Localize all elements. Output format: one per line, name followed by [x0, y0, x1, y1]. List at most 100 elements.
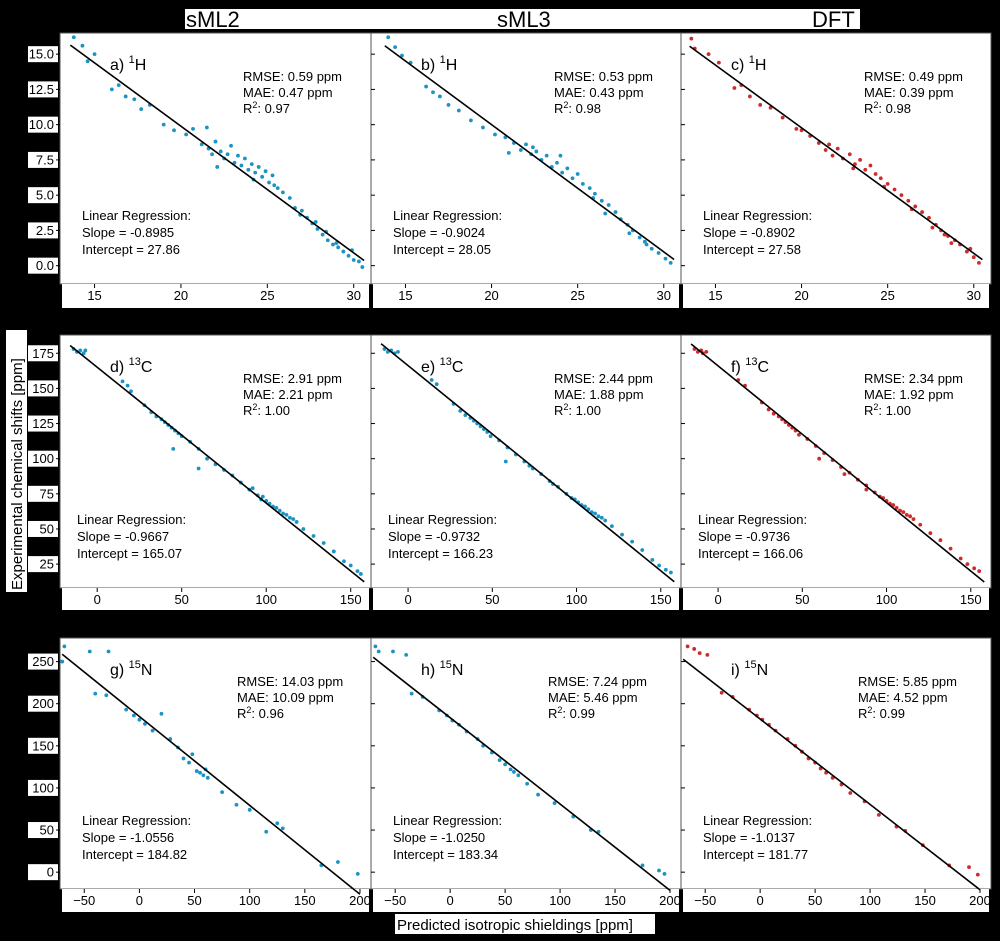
- data-point: [373, 644, 378, 649]
- data-point: [313, 220, 318, 224]
- r2-exponent: 2: [252, 402, 257, 412]
- data-point: [899, 193, 904, 198]
- x-tick-band: [62, 284, 369, 308]
- data-point: [603, 211, 608, 216]
- data-point: [570, 176, 575, 181]
- panel-element: C: [452, 359, 464, 376]
- data-point: [913, 204, 918, 209]
- data-point: [274, 505, 279, 510]
- data-point: [263, 169, 268, 174]
- r2-value: : 0.96: [251, 706, 284, 721]
- y-tick-bg: [28, 556, 58, 573]
- x-tick-label: −50: [694, 893, 716, 908]
- data-point: [199, 142, 204, 147]
- x-tick-label: 200: [659, 893, 681, 908]
- data-point: [284, 513, 289, 517]
- data-point: [977, 569, 982, 574]
- panel-letter: h): [421, 662, 440, 679]
- data-point: [817, 456, 822, 461]
- data-point: [409, 691, 414, 696]
- y-tick-label: 150: [32, 738, 54, 753]
- data-point: [236, 153, 240, 158]
- data-point: [530, 145, 535, 150]
- panel-7: −50 0 50 100 150 200 0 50 100 150 200 250 g) 15N RMSE…: [28, 637, 372, 912]
- y-tick-label: 250: [32, 654, 54, 669]
- panel-letter: i): [731, 662, 744, 679]
- data-point: [334, 241, 339, 246]
- data-point: [878, 176, 883, 181]
- data-point: [847, 152, 852, 157]
- regression-line: [380, 343, 675, 583]
- r2-symbol: R: [858, 706, 867, 721]
- x-tick-label: 20: [794, 288, 808, 303]
- data-point: [139, 107, 144, 112]
- panel-label: i) 15N: [731, 659, 768, 679]
- data-point: [565, 166, 570, 171]
- r2-text: R2: 0.98: [554, 100, 601, 116]
- y-tick-bg: [28, 415, 58, 432]
- data-point: [194, 769, 199, 773]
- y-tick-bg: [28, 450, 58, 467]
- x-tick-band: [683, 889, 989, 912]
- panel-label: e) 13C: [421, 356, 463, 376]
- y-tick-label: 2.5: [36, 223, 54, 238]
- data-point: [315, 227, 320, 231]
- data-point: [503, 762, 508, 767]
- data-point: [357, 259, 361, 264]
- regression-title: Linear Regression:: [77, 512, 186, 527]
- data-point: [975, 872, 980, 877]
- r2-text: R2: 0.98: [864, 100, 911, 116]
- data-point: [497, 758, 502, 763]
- x-tick-band: [683, 588, 989, 610]
- data-point: [599, 515, 604, 520]
- data-point: [215, 165, 220, 169]
- x-tick-label: 50: [187, 893, 201, 908]
- data-point: [964, 249, 969, 254]
- panel-element: N: [757, 662, 769, 679]
- mae-text: MAE: 0.39 ppm: [864, 85, 954, 100]
- data-point: [656, 251, 661, 255]
- x-tick-label: −50: [73, 893, 95, 908]
- panel-element: C: [141, 359, 153, 376]
- x-tick-label: 0: [757, 893, 764, 908]
- x-tick-label: 100: [255, 592, 277, 607]
- data-point: [534, 149, 539, 154]
- data-point: [280, 826, 285, 831]
- x-tick-label: 50: [485, 592, 499, 607]
- mae-text: MAE: 0.47 ppm: [243, 85, 333, 100]
- data-point: [301, 527, 306, 531]
- data-point: [928, 531, 933, 536]
- data-point: [201, 773, 206, 778]
- y-tick-label: 12.5: [29, 82, 54, 97]
- data-point: [977, 260, 981, 265]
- data-point: [704, 349, 709, 354]
- data-point: [424, 84, 429, 89]
- mae-text: MAE: 10.09 ppm: [237, 690, 334, 705]
- intercept-text: Intercept = 181.77: [703, 847, 808, 862]
- x-tick-label: 100: [239, 893, 261, 908]
- title-strip: [185, 9, 860, 29]
- data-point: [863, 167, 868, 172]
- panel-isotope: 13: [440, 356, 452, 368]
- data-point: [468, 118, 473, 123]
- data-point: [911, 517, 916, 522]
- x-tick-band: [373, 889, 679, 912]
- plot-area: [59, 637, 372, 890]
- regression-title: Linear Regression:: [393, 813, 502, 828]
- data-point: [234, 802, 239, 807]
- data-point: [218, 149, 223, 154]
- panel-isotope: 1: [129, 54, 135, 66]
- data-point: [247, 807, 252, 812]
- r2-text: R2: 0.97: [243, 100, 290, 116]
- data-point: [125, 383, 130, 388]
- intercept-text: Intercept = 28.05: [393, 242, 491, 257]
- r2-symbol: R: [237, 706, 246, 721]
- data-point: [885, 181, 890, 186]
- x-tick-label: 0: [714, 592, 721, 607]
- y-tick-bg: [28, 485, 58, 502]
- data-point: [613, 210, 618, 214]
- panel-letter: a): [110, 57, 129, 74]
